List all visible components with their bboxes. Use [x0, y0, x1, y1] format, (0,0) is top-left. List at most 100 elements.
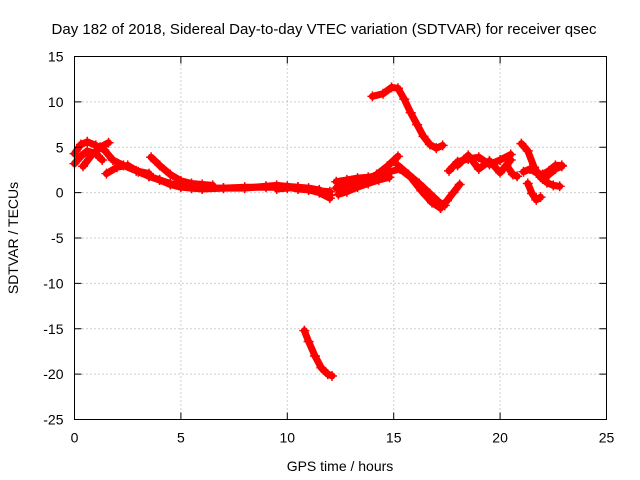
- data-point: [405, 107, 416, 118]
- series-layer: [69, 82, 567, 381]
- data-point: [363, 178, 374, 189]
- data-point: [424, 188, 435, 199]
- data-point: [437, 140, 448, 151]
- data-point: [373, 174, 384, 185]
- data-point: [418, 131, 429, 142]
- series-arc-20: [522, 178, 546, 205]
- series-arc-11: [333, 172, 395, 200]
- data-point: [441, 195, 452, 206]
- data-point: [522, 145, 533, 156]
- data-point: [495, 167, 506, 178]
- data-point: [75, 151, 86, 162]
- x-tick-label: 15: [386, 430, 402, 446]
- series-arc-6: [146, 152, 218, 191]
- data-point: [548, 180, 559, 191]
- data-point: [314, 187, 325, 198]
- series-arc-12: [367, 82, 448, 154]
- grid-layer: [74, 56, 607, 420]
- data-point: [333, 189, 344, 200]
- data-point: [507, 169, 518, 180]
- data-point: [97, 154, 108, 165]
- data-point: [512, 171, 523, 182]
- data-point: [537, 174, 548, 185]
- series-band: [79, 139, 112, 170]
- series-band: [437, 181, 464, 212]
- series-band: [454, 151, 515, 177]
- data-point: [399, 94, 410, 105]
- data-point: [107, 154, 118, 165]
- data-point: [78, 161, 89, 172]
- data-point: [501, 160, 512, 171]
- data-point: [495, 154, 506, 165]
- data-point: [197, 179, 208, 190]
- data-point: [316, 362, 327, 373]
- series-arc-10: [331, 151, 403, 194]
- y-tick-label: -5: [51, 230, 64, 246]
- data-point: [165, 178, 176, 189]
- data-point: [473, 164, 484, 175]
- data-point: [175, 175, 186, 186]
- data-point: [367, 91, 378, 102]
- data-point: [452, 160, 463, 171]
- data-point: [261, 181, 272, 192]
- data-point: [95, 142, 106, 153]
- data-point: [424, 139, 435, 150]
- tick-layer: [74, 56, 607, 420]
- y-tick-label: 5: [56, 139, 64, 155]
- data-point: [524, 164, 535, 175]
- data-point: [309, 350, 320, 361]
- data-point: [341, 186, 352, 197]
- x-tick-label: 5: [177, 430, 185, 446]
- y-tick-label: 0: [56, 185, 64, 201]
- data-point: [133, 166, 144, 177]
- data-point: [544, 169, 555, 180]
- data-point: [382, 161, 393, 172]
- data-point: [324, 193, 335, 204]
- data-point: [516, 138, 527, 149]
- data-point: [352, 182, 363, 193]
- data-point: [299, 325, 310, 336]
- y-tick-label: 15: [48, 49, 64, 65]
- data-point: [386, 82, 397, 93]
- data-point: [303, 336, 314, 347]
- data-point: [103, 137, 114, 148]
- data-point: [550, 164, 561, 175]
- data-point: [101, 168, 112, 179]
- data-point: [473, 152, 484, 163]
- data-point: [518, 166, 529, 177]
- data-point: [146, 152, 157, 163]
- data-point: [448, 187, 459, 198]
- x-tick-label: 0: [71, 430, 79, 446]
- y-tick-labels: 15 10 5 0 -5 -10 -15 -20 -25: [43, 49, 63, 428]
- data-point: [186, 178, 197, 189]
- data-point: [207, 180, 218, 191]
- series-arc-14: [435, 179, 465, 214]
- data-point: [454, 179, 465, 190]
- data-point: [239, 183, 250, 194]
- data-point: [531, 167, 542, 178]
- data-point: [444, 165, 455, 176]
- series-arc-17: [501, 160, 523, 182]
- data-point: [75, 139, 86, 150]
- data-point: [282, 183, 293, 194]
- data-point: [392, 151, 403, 162]
- data-point: [322, 369, 333, 380]
- y-tick-label: -15: [43, 321, 63, 337]
- series-arc-8: [299, 325, 337, 381]
- data-point: [505, 154, 516, 165]
- data-point: [218, 183, 229, 194]
- series-arc-16: [452, 150, 516, 178]
- x-tick-label: 20: [492, 430, 508, 446]
- x-tick-labels: 0 5 10 15 20 25: [71, 430, 615, 446]
- data-point: [484, 155, 495, 166]
- series-arc-13: [392, 160, 450, 211]
- data-point: [463, 150, 474, 161]
- data-point: [82, 145, 93, 156]
- data-point: [554, 181, 565, 192]
- data-point: [431, 143, 442, 154]
- data-point: [556, 161, 567, 172]
- y-tick-label: 10: [48, 94, 64, 110]
- data-point: [86, 150, 97, 161]
- data-point: [165, 169, 176, 180]
